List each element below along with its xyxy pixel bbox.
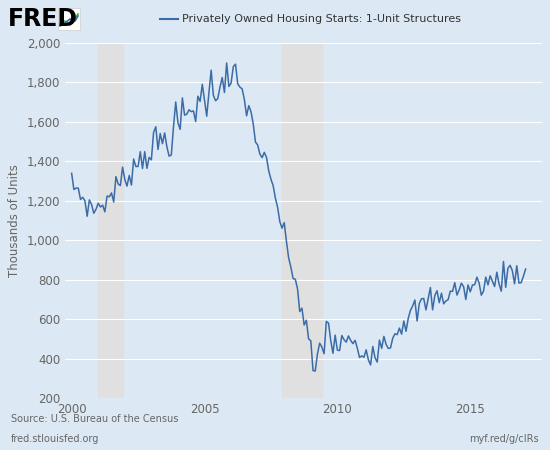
Text: myf.red/g/cIRs: myf.red/g/cIRs: [469, 434, 539, 444]
FancyBboxPatch shape: [58, 8, 80, 30]
Text: FRED: FRED: [8, 7, 78, 31]
Text: Privately Owned Housing Starts: 1-Unit Structures: Privately Owned Housing Starts: 1-Unit S…: [182, 14, 461, 24]
Text: Source: U.S. Bureau of the Census: Source: U.S. Bureau of the Census: [11, 414, 178, 424]
Y-axis label: Thousands of Units: Thousands of Units: [8, 164, 21, 277]
Text: fred.stlouisfed.org: fred.stlouisfed.org: [11, 434, 100, 444]
Bar: [98, 43, 123, 398]
Bar: [282, 43, 322, 398]
